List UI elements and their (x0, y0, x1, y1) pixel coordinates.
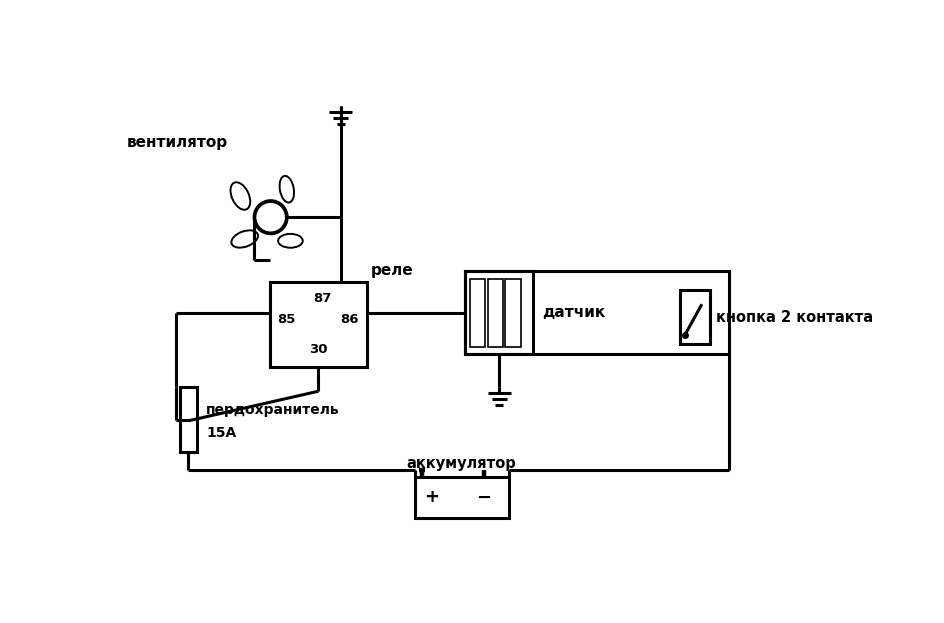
Text: 85: 85 (278, 313, 295, 326)
Text: 30: 30 (309, 343, 328, 356)
Text: 15А: 15А (206, 426, 236, 440)
Bar (505, 279, 520, 346)
Bar (487, 279, 502, 346)
Text: пердохранитель: пердохранитель (206, 403, 339, 417)
Bar (179, 388, 196, 452)
Text: −: − (476, 488, 491, 506)
Bar (270, 282, 366, 366)
Bar (680, 290, 709, 345)
Text: +: + (424, 488, 439, 506)
Text: вентилятор: вентилятор (126, 135, 228, 150)
Text: кнопка 2 контакта: кнопка 2 контакта (715, 310, 872, 325)
Text: 86: 86 (341, 313, 359, 326)
Bar (465, 271, 728, 354)
Bar (414, 477, 508, 518)
Bar (469, 279, 485, 346)
Text: аккумулятор: аккумулятор (406, 456, 516, 472)
Bar (465, 271, 532, 354)
Text: реле: реле (370, 263, 413, 278)
Text: 87: 87 (312, 292, 331, 305)
Text: датчик: датчик (542, 305, 605, 320)
